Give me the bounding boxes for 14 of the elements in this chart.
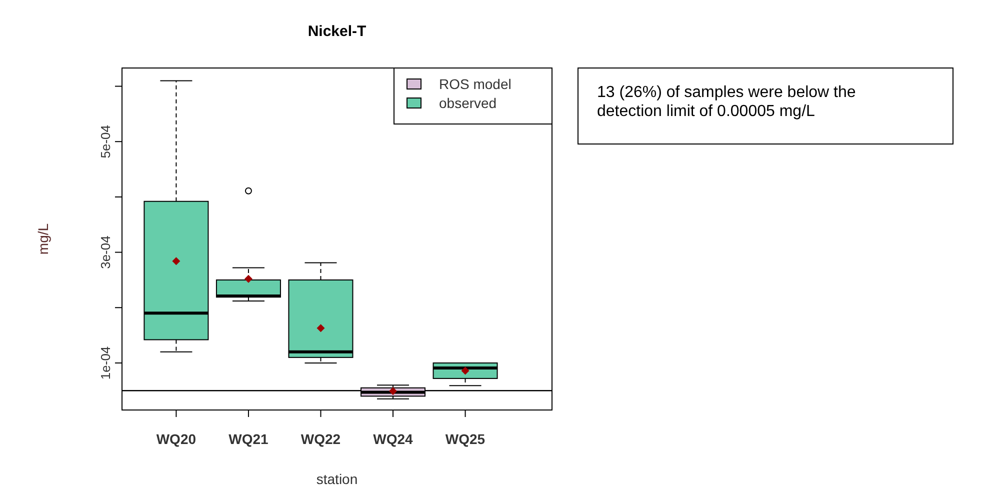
text: 13 (26%) of samples were below the detection limit of 0.00005 mg/L: [597, 84, 856, 120]
chart-title: Nickel-T: [308, 23, 366, 40]
x-tick-label: WQ20: [156, 431, 196, 447]
legend-label: observed: [439, 95, 497, 111]
y-tick-label: 1e-04: [98, 346, 113, 380]
y-tick-label: 3e-04: [98, 236, 113, 269]
x-tick-label: WQ25: [445, 431, 486, 447]
x-tick-label: WQ24: [373, 431, 414, 447]
legend-label: ROS model: [439, 76, 512, 92]
x-tick-label: WQ22: [300, 431, 341, 447]
x-axis-title: station: [316, 471, 358, 487]
y-tick-label: 5e-04: [98, 124, 113, 158]
x-tick-label: WQ21: [228, 431, 269, 447]
y-axis-title: mg/L: [35, 223, 51, 255]
